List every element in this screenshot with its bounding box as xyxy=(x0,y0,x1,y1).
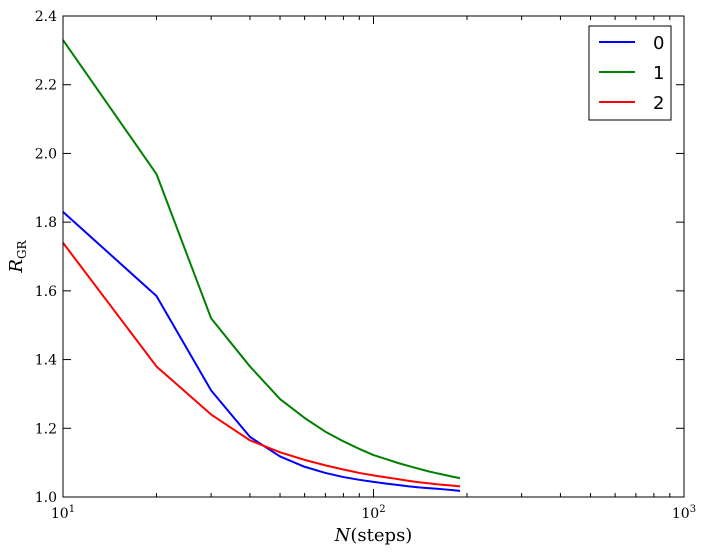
series-line-1 xyxy=(62,39,461,480)
y-axis-label-sub: GR xyxy=(15,239,29,259)
series-layer xyxy=(62,39,461,492)
legend-label-2: 2 xyxy=(653,93,664,114)
y-axis-label-group: RGR xyxy=(6,239,29,273)
legend: 0 1 2 xyxy=(588,25,672,121)
y-tick-label: 1.8 xyxy=(35,215,57,231)
legend-label-0: 0 xyxy=(653,33,664,54)
x-axis-label-unit: (steps) xyxy=(350,525,412,546)
y-tick-label: 1.2 xyxy=(35,421,57,437)
x-tick-label: 102 xyxy=(361,504,385,522)
y-tick-label: 2.2 xyxy=(35,78,57,94)
x-tick-label: 101 xyxy=(51,504,75,522)
series-line-2 xyxy=(62,242,461,488)
x-axis-label: N(steps) xyxy=(334,525,413,546)
y-tick-label: 2.0 xyxy=(35,146,57,162)
series-line-0 xyxy=(62,211,461,492)
y-tick-label: 2.4 xyxy=(35,9,57,25)
y-tick-label: 1.6 xyxy=(35,284,57,300)
y-tick-label: 1.0 xyxy=(35,490,57,506)
y-axis-label: RGR xyxy=(6,239,29,273)
y-tick-label: 1.4 xyxy=(35,353,57,369)
x-tick-label: 103 xyxy=(672,504,696,522)
plot-frame xyxy=(62,15,685,498)
y-axis-label-var: R xyxy=(6,259,27,274)
x-axis-label-var: N xyxy=(334,525,352,546)
legend-label-1: 1 xyxy=(653,63,664,84)
